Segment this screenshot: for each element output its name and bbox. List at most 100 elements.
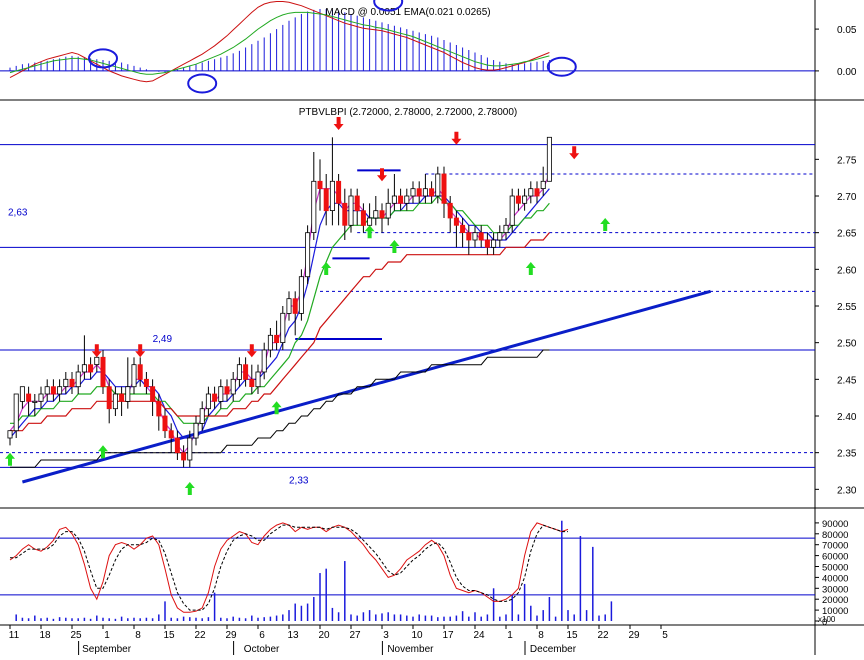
candle-up xyxy=(373,210,379,219)
stochastic-tick-label: 10000 xyxy=(822,606,848,617)
price-tick-label: 2.75 xyxy=(837,155,857,166)
candle-down xyxy=(162,415,168,432)
sell-signal-arrow xyxy=(333,117,344,130)
macd-tick-label: 0.05 xyxy=(837,25,857,36)
candle-down xyxy=(100,356,106,387)
candle-down xyxy=(534,188,540,197)
candle-up xyxy=(528,188,534,197)
stochastic-tick-label: 90000 xyxy=(822,519,848,530)
moving-average-black xyxy=(10,349,550,468)
volume-scale-label: x100 xyxy=(818,615,836,624)
candle-down xyxy=(398,195,404,204)
candle-up xyxy=(187,437,193,461)
candle-down xyxy=(249,378,255,387)
moving-average-blue xyxy=(9,188,550,439)
x-axis-day-label: 10 xyxy=(411,630,423,641)
candle-down xyxy=(379,210,385,219)
candle-up xyxy=(385,202,391,219)
candle-down xyxy=(224,386,230,395)
candle-up xyxy=(329,180,335,212)
price-tick-label: 2.30 xyxy=(837,485,857,496)
candle-up xyxy=(255,371,261,388)
price-tick-label: 2.60 xyxy=(837,265,857,276)
candle-down xyxy=(354,195,360,212)
macd-title: MACD @ 0.0051 EMA(0.021 0.0265) xyxy=(325,7,490,18)
x-axis-day-label: 22 xyxy=(194,630,206,641)
candle-down xyxy=(156,400,162,417)
price-tick-label: 2.40 xyxy=(837,412,857,423)
macd-tick-label: 0.00 xyxy=(837,67,857,78)
candle-down xyxy=(453,217,459,226)
x-axis-day-label: 25 xyxy=(70,630,82,641)
candle-up xyxy=(44,386,50,395)
price-level-annotation: 2,63 xyxy=(8,207,28,218)
price-level-annotation: 2,49 xyxy=(153,334,173,345)
stochastic-tick-label: 20000 xyxy=(822,595,848,606)
x-axis-day-label: 6 xyxy=(259,630,265,641)
sell-signal-arrow xyxy=(135,344,146,358)
candle-up xyxy=(298,276,304,314)
candle-down xyxy=(243,364,249,380)
candle-up xyxy=(410,188,416,197)
candle-down xyxy=(88,364,94,373)
price-title: PTBVLBPI (2.72000, 2.78000, 2.72000, 2.7… xyxy=(299,107,518,118)
buy-signal-arrow xyxy=(271,401,282,415)
candle-up xyxy=(305,232,311,278)
candle-down xyxy=(478,232,484,241)
x-axis-day-label: 1 xyxy=(507,630,513,641)
candle-up xyxy=(57,386,63,395)
candle-up xyxy=(286,298,292,314)
candle-up xyxy=(546,136,552,182)
candle-down xyxy=(150,386,156,402)
candle-up xyxy=(19,386,25,402)
x-axis-day-label: 3 xyxy=(383,630,389,641)
buy-signal-arrow xyxy=(5,452,15,466)
candle-down xyxy=(106,386,112,410)
candle-down xyxy=(168,430,174,439)
candle-up xyxy=(280,312,286,343)
x-axis-day-label: 29 xyxy=(225,630,237,641)
x-axis-day-label: 11 xyxy=(9,630,20,641)
x-axis-month-label: September xyxy=(82,644,132,655)
candle-up xyxy=(267,334,273,351)
candle-down xyxy=(466,232,472,241)
x-axis-day-label: 8 xyxy=(538,630,544,641)
candle-down xyxy=(323,188,329,212)
candle-down xyxy=(137,364,143,380)
candle-down xyxy=(292,298,298,314)
x-axis-month-label: November xyxy=(387,644,434,655)
candle-up xyxy=(497,232,503,241)
candle-up xyxy=(32,400,38,403)
candle-up xyxy=(367,217,373,226)
x-axis-day-label: 22 xyxy=(597,630,609,641)
candle-down xyxy=(69,378,75,387)
candle-up xyxy=(13,393,19,432)
price-tick-label: 2.45 xyxy=(837,375,857,386)
candle-up xyxy=(391,195,397,204)
candle-down xyxy=(50,386,56,395)
candle-down xyxy=(174,437,180,454)
x-axis-month-label: December xyxy=(530,644,577,655)
sell-signal-arrow xyxy=(91,344,102,358)
price-tick-label: 2.50 xyxy=(837,339,857,350)
stochastic-tick-label: 50000 xyxy=(822,563,848,574)
candle-up xyxy=(435,173,441,197)
candle-up xyxy=(81,364,87,373)
sell-signal-arrow xyxy=(377,168,387,182)
highlight-circle xyxy=(88,48,118,69)
stochastic-tick-label: 40000 xyxy=(822,573,848,584)
x-axis-day-label: 15 xyxy=(163,630,175,641)
price-tick-label: 2.35 xyxy=(837,449,857,460)
candle-down xyxy=(212,393,218,402)
candle-up xyxy=(131,364,137,388)
price-tick-label: 2.70 xyxy=(837,192,857,203)
macd-line xyxy=(9,1,550,83)
candle-down xyxy=(26,393,32,402)
candle-up xyxy=(75,371,81,388)
candle-down xyxy=(441,173,447,204)
x-axis-day-label: 8 xyxy=(135,630,141,641)
stochastic-tick-label: 80000 xyxy=(822,530,848,541)
candle-down xyxy=(429,188,435,197)
sell-signal-arrow xyxy=(569,146,580,160)
buy-signal-arrow xyxy=(321,262,332,275)
